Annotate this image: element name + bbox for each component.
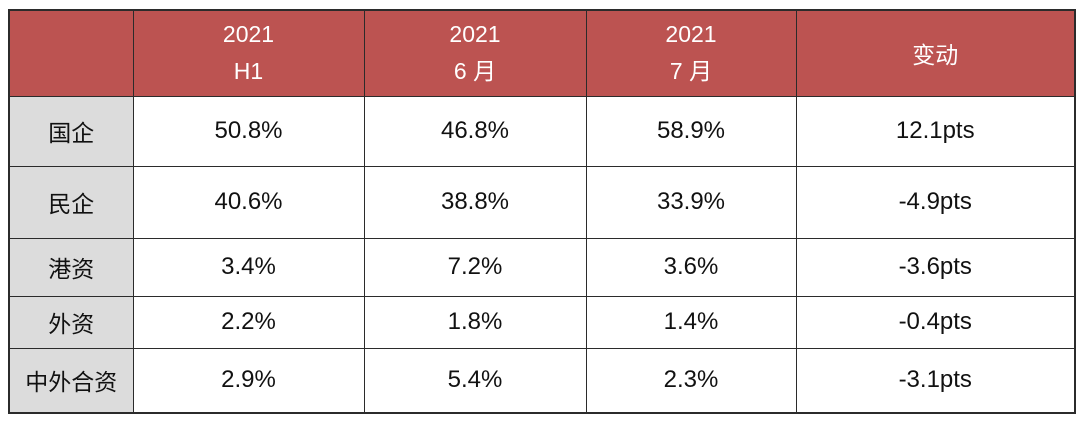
data-cell: 40.6%	[132, 165, 365, 239]
header-cell-2021-h1: 2021 H1	[132, 9, 365, 97]
data-cell: -3.1pts	[795, 347, 1076, 414]
ownership-share-table: 2021 H1 2021 6 月 2021 7 月 变动 国企 50.8%	[8, 9, 1076, 414]
data-cell: -4.9pts	[795, 165, 1076, 239]
row-label: 中外合资	[8, 347, 134, 414]
header-cell-2021-jun: 2021 6 月	[363, 9, 587, 97]
data-cell: 58.9%	[585, 95, 797, 167]
header-line-period: 6 月	[453, 58, 497, 85]
data-cell: 46.8%	[363, 95, 587, 167]
header-line-period: H1	[233, 58, 264, 85]
data-cell: 3.4%	[132, 237, 365, 297]
data-cell: 1.8%	[363, 295, 587, 349]
data-cell: -3.6pts	[795, 237, 1076, 297]
header-line-year: 2021	[222, 21, 275, 48]
header-row: 2021 H1 2021 6 月 2021 7 月 变动	[8, 9, 1076, 97]
header-cell-2021-jul: 2021 7 月	[585, 9, 797, 97]
row-label: 民企	[8, 165, 134, 239]
header-cell-change: 变动	[795, 9, 1076, 97]
data-cell: 2.9%	[132, 347, 365, 414]
header-label-change: 变动	[912, 42, 959, 69]
table-row-soe: 国企 50.8% 46.8% 58.9% 12.1pts	[8, 95, 1076, 167]
data-cell: 7.2%	[363, 237, 587, 297]
header-line-year: 2021	[449, 21, 501, 48]
data-cell: 1.4%	[585, 295, 797, 349]
row-label: 港资	[8, 237, 134, 297]
row-label: 国企	[8, 95, 134, 167]
header-line-year: 2021	[665, 21, 717, 48]
row-label: 外资	[8, 295, 134, 349]
header-line-period: 7 月	[669, 58, 713, 85]
table-row-joint-venture: 中外合资 2.9% 5.4% 2.3% -3.1pts	[8, 347, 1076, 414]
data-cell: 2.3%	[585, 347, 797, 414]
data-cell: 12.1pts	[795, 95, 1076, 167]
table-row-private: 民企 40.6% 38.8% 33.9% -4.9pts	[8, 165, 1076, 239]
corner-cell	[8, 9, 134, 97]
data-cell: 5.4%	[363, 347, 587, 414]
table-row-hk-capital: 港资 3.4% 7.2% 3.6% -3.6pts	[8, 237, 1076, 297]
data-cell: 2.2%	[132, 295, 365, 349]
data-cell: -0.4pts	[795, 295, 1076, 349]
data-cell: 38.8%	[363, 165, 587, 239]
table-row-foreign-capital: 外资 2.2% 1.8% 1.4% -0.4pts	[8, 295, 1076, 349]
data-cell: 33.9%	[585, 165, 797, 239]
data-cell: 50.8%	[132, 95, 365, 167]
data-cell: 3.6%	[585, 237, 797, 297]
